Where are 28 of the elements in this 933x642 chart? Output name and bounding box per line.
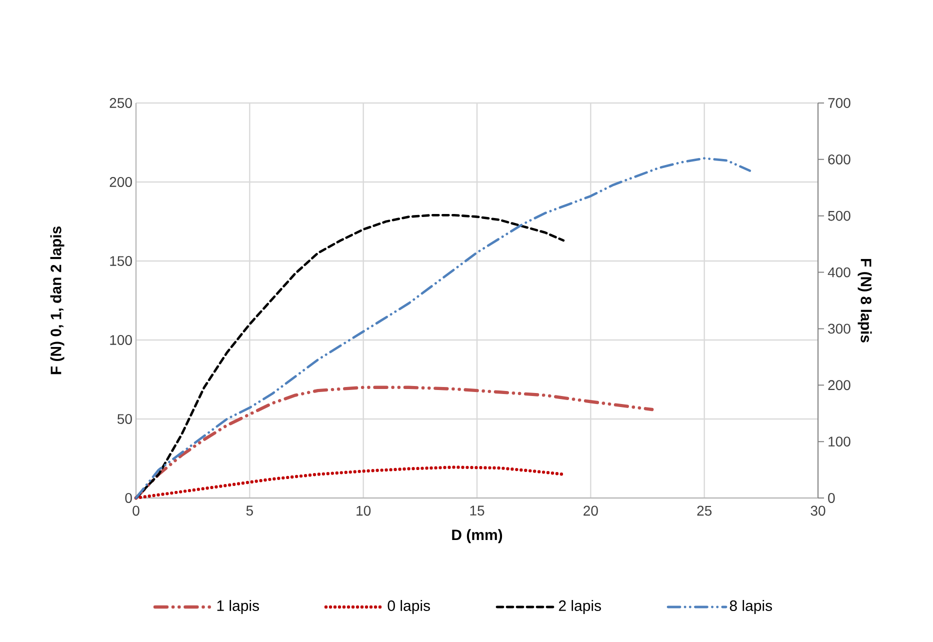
y2-axis-title: F (N) 8 lapis <box>858 258 872 342</box>
y2-tick-label: 200 <box>828 380 850 390</box>
legend-label: 2 lapis <box>558 600 601 614</box>
y-tick-label: 100 <box>110 335 132 345</box>
y-tick-label: 150 <box>110 256 132 266</box>
x-tick-label: 25 <box>697 506 712 516</box>
y-tick-label: 250 <box>110 98 132 108</box>
y2-tick-label: 300 <box>828 324 850 334</box>
x-tick-label: 30 <box>810 506 826 516</box>
y-tick-label: 50 <box>117 414 132 424</box>
y2-tick-label: 100 <box>828 436 850 447</box>
legend-label: 0 lapis <box>388 600 430 614</box>
x-tick-label: 20 <box>584 506 598 516</box>
x-tick-label: 5 <box>246 506 253 516</box>
y-axis-title: F (N) 0, 1, dan 2 lapis <box>50 226 64 374</box>
y-tick-label: 200 <box>110 177 132 187</box>
y2-tick-label: 700 <box>828 98 850 108</box>
y2-tick-label: 0 <box>828 493 835 503</box>
y2-tick-label: 400 <box>828 267 850 278</box>
x-tick-label: 15 <box>470 506 484 516</box>
legend-label: 1 lapis <box>217 600 259 614</box>
y2-tick-label: 500 <box>828 210 850 221</box>
x-tick-label: 0 <box>132 506 140 516</box>
x-axis-title: D (mm) <box>452 529 502 544</box>
y-tick-label: 0 <box>125 493 132 503</box>
legend-label: 8 lapis <box>730 600 772 614</box>
y2-tick-label: 600 <box>828 154 850 164</box>
x-tick-label: 10 <box>356 506 371 516</box>
